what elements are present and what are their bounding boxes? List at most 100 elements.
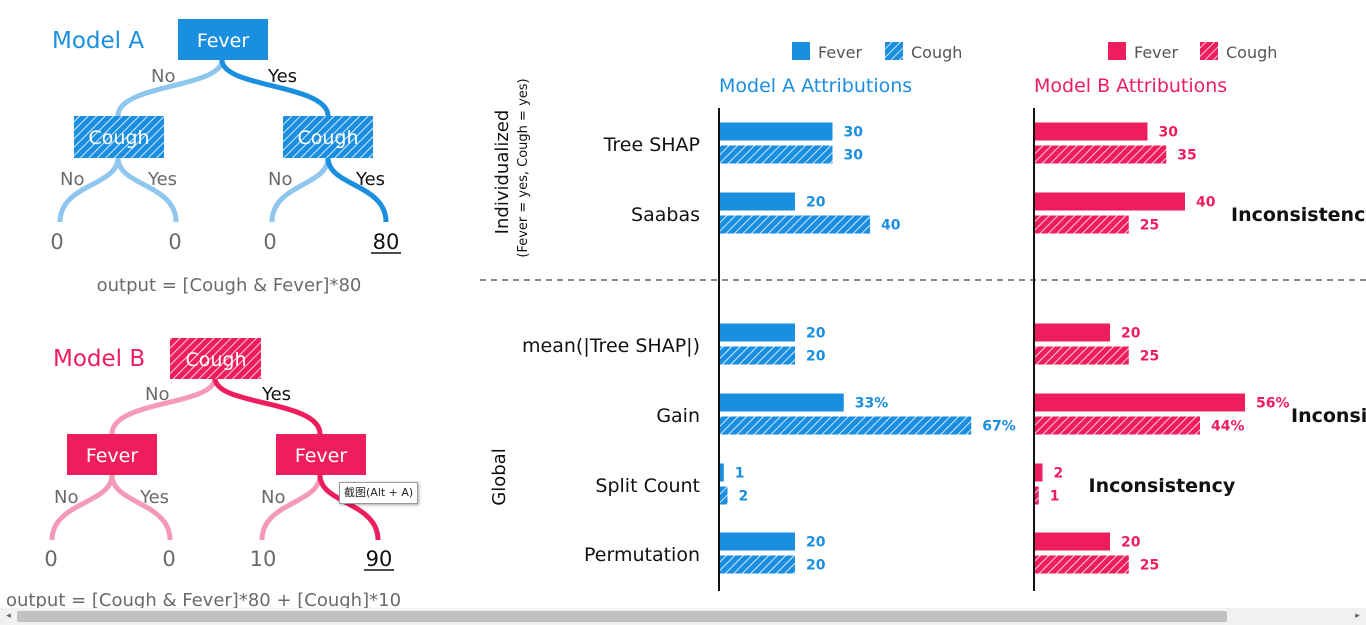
bar-model-a-cough [720,555,795,574]
bar-model-b-cough [1035,486,1039,505]
model-a-root-node [178,19,268,60]
edge-label-no: No [151,66,175,87]
bar-value-label: 40 [1196,195,1216,211]
edge-label-no: No [145,384,169,405]
model-b-left-node [67,434,157,475]
inconsistency-annotation: Inconsistency [1089,475,1236,497]
edge-label-no: No [54,487,78,508]
section-label-individualized: Individualized [492,110,513,235]
legend-label-a-cough: Cough [911,43,962,62]
tree-edge [212,377,323,435]
bar-model-b-fever [1035,463,1043,482]
edge-label-yes: Yes [355,169,385,190]
model-b-right-label: Fever [295,445,348,467]
section-label-global: Global [489,448,510,505]
model-a-left-label: Cough [88,127,149,149]
bar-model-a-fever [720,323,795,342]
model-b-root-label: Cough [185,349,246,371]
chart-marks: Tree SHAP Saabas mean(|Tree SHAP|) Gain Spli… [522,122,1366,574]
bar-value-label: 1 [1050,489,1060,505]
model-a-right-node [283,116,373,158]
leaf-value-highlighted: 90 [366,547,393,571]
leaf-value-highlighted: 80 [373,230,400,254]
bar-model-b-fever [1035,323,1110,342]
scrollbar-thumb[interactable] [17,611,1227,622]
bar-value-label: 20 [1121,326,1141,342]
bar-model-a-fever [720,463,724,482]
edge-label-yes: Yes [147,169,177,190]
category-label: Gain [656,405,700,427]
model-b-tree: Model B Cough Fever Fever No Yes No Yes … [6,338,401,608]
tree-edge [115,157,179,223]
bar-value-label: 30 [844,148,864,164]
bar-model-b-fever [1035,393,1245,412]
shap-inconsistency-figure: Model A Fever Cough Cough No Yes No Yes … [6,19,1366,608]
legend-label-b-cough: Cough [1226,43,1277,62]
bar-model-a-cough [720,346,795,365]
bar-value-label: 33% [855,396,889,412]
leaf-value: 0 [263,230,276,254]
tree-edge [109,474,173,541]
bar-value-label: 20 [1121,535,1141,551]
model-a-root-label: Fever [197,30,250,52]
tree-edge [49,474,115,541]
bar-model-a-cough [720,486,728,505]
bar-model-b-fever [1035,532,1110,551]
tree-edge [115,59,225,117]
category-label: Saabas [631,204,700,226]
tree-edge [317,474,381,541]
tree-edge [57,157,121,223]
legend-swatch-b-fever [1108,42,1126,60]
bar-value-label: 30 [844,125,864,141]
bar-model-b-cough [1035,215,1129,234]
bar-value-label: 20 [806,326,826,342]
bar-model-a-cough [720,416,972,435]
model-a-tree: Model A Fever Cough Cough No Yes No Yes … [50,19,401,296]
bar-value-label: 25 [1140,218,1159,234]
category-label: mean(|Tree SHAP|) [522,335,700,357]
model-a-formula: output = [Cough & Fever]*80 [97,275,362,296]
edge-label-no: No [268,169,292,190]
bar-value-label: 20 [806,195,826,211]
category-label: Permutation [584,544,700,566]
model-a-right-label: Cough [297,127,358,149]
inconsistency-annotation: Inconsistency [1231,204,1366,226]
leaf-value: 0 [162,547,175,571]
leaf-value: 0 [168,230,181,254]
bar-value-label: 56% [1256,396,1290,412]
model-b-title: Model B [53,346,145,372]
bar-model-b-fever [1035,192,1185,211]
bar-value-label: 2 [739,489,749,505]
bar-value-label: 20 [806,558,826,574]
bar-model-b-cough [1035,145,1167,164]
inconsistency-annotation: Inconsistency [1291,405,1366,427]
attribution-chart: Fever Cough Fever Cough Model A Attribut… [480,42,1366,591]
edge-label-no: No [261,487,285,508]
scroll-left-arrow-icon[interactable]: ◂ [6,611,11,621]
bar-value-label: 40 [881,218,901,234]
category-label: Tree SHAP [603,134,700,156]
edge-label-no: No [60,169,84,190]
panel-header-model-a: Model A Attributions [719,75,912,97]
edge-label-yes: Yes [267,66,297,87]
legend-swatch-a-fever [792,42,810,60]
legend-swatch-b-cough [1200,42,1218,60]
bar-model-b-cough [1035,555,1129,574]
bar-model-b-cough [1035,416,1200,435]
edge-label-yes: Yes [139,487,169,508]
bar-value-label: 25 [1140,349,1159,365]
legend-swatch-a-cough [885,42,903,60]
horizontal-scrollbar[interactable]: ◂ ▸ [0,608,1366,625]
bar-value-label: 2 [1054,466,1064,482]
tree-edge [325,157,389,223]
panel-header-model-b: Model B Attributions [1034,75,1227,97]
bar-value-label: 67% [982,419,1016,435]
section-label-individualized-sub: (Fever = yes, Cough = yes) [516,78,531,257]
scroll-right-arrow-icon[interactable]: ▸ [1355,611,1360,621]
bar-model-a-fever [720,122,833,141]
bar-value-label: 44% [1211,419,1245,435]
bar-model-b-cough [1035,346,1129,365]
bar-model-a-fever [720,532,795,551]
model-a-left-node [74,116,164,158]
legend-label-a-fever: Fever [818,43,862,62]
